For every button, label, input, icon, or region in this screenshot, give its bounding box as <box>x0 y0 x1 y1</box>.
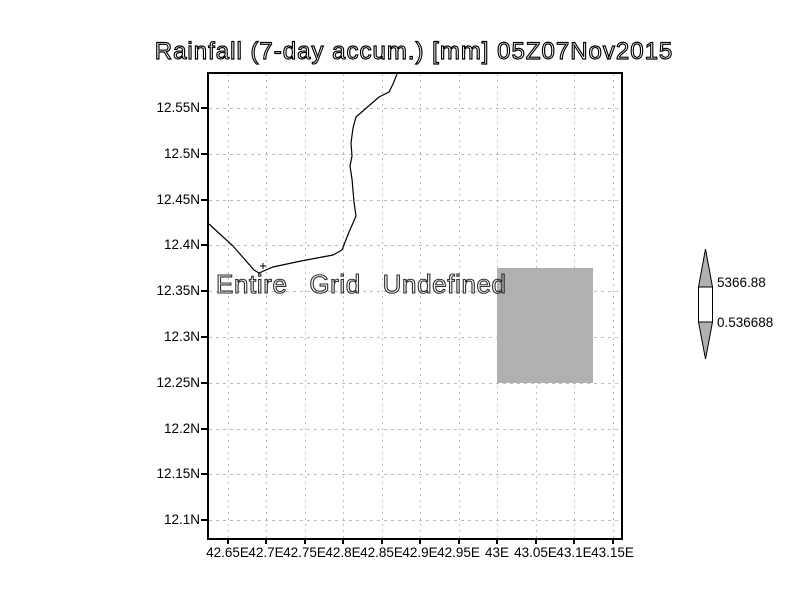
colorbar <box>697 248 714 360</box>
x-tick-label: 42.65E <box>206 545 249 560</box>
x-tick-label: 42.7E <box>248 545 284 560</box>
coastline-path <box>209 74 398 274</box>
y-tick-label: 12.2N <box>163 420 200 436</box>
x-tick-label: 43.15E <box>591 545 634 560</box>
y-tick-mark <box>201 519 208 522</box>
gridline-horizontal <box>209 520 621 522</box>
y-tick-mark <box>201 336 208 338</box>
colorbar-down-arrow-icon <box>697 321 714 360</box>
x-tick-label: 43.05E <box>514 545 557 560</box>
y-tick-label: 12.3N <box>163 329 200 344</box>
y-tick-label: 12.4N <box>163 237 200 253</box>
x-tick-mark <box>457 538 460 544</box>
gridline-horizontal <box>209 199 621 201</box>
gridline-horizontal <box>209 245 621 247</box>
x-tick-mark <box>342 538 344 544</box>
y-tick-label: 12.25N <box>156 374 200 390</box>
y-tick-label: 12.55N <box>156 100 200 115</box>
undefined-region-shade <box>497 268 594 383</box>
y-tick-mark <box>201 198 208 201</box>
y-tick-mark <box>201 244 208 247</box>
x-tick-label: 42.9E <box>402 545 438 560</box>
colorbar-min-label: 0.536688 <box>717 315 774 330</box>
y-tick-mark <box>201 290 208 293</box>
plot-inner: Entire Grid Undefined <box>209 74 621 538</box>
y-tick-label: 12.45N <box>156 191 200 207</box>
island-marker-icon <box>260 263 266 269</box>
gridline-horizontal <box>209 108 621 109</box>
gridline-horizontal <box>209 474 621 476</box>
colorbar-max-label: 5366.88 <box>717 275 766 290</box>
gridline-horizontal <box>209 337 621 338</box>
x-tick-mark <box>573 538 575 544</box>
y-tick-label: 12.1N <box>163 512 200 528</box>
x-tick-mark <box>611 538 614 544</box>
y-tick-mark <box>201 107 208 109</box>
y-tick-mark <box>201 473 208 476</box>
x-tick-mark <box>265 538 267 544</box>
gridline-vertical <box>458 74 460 538</box>
x-tick-label: 42.95E <box>437 545 480 560</box>
x-tick-label: 42.8E <box>325 545 361 560</box>
colorbar-box <box>698 286 713 323</box>
x-tick-mark <box>496 538 498 544</box>
x-tick-label: 42.85E <box>360 545 403 560</box>
gridline-horizontal <box>209 382 621 384</box>
coastline-svg <box>209 74 398 274</box>
gridline-vertical <box>420 74 421 538</box>
plot-area: Entire Grid Undefined <box>207 72 623 540</box>
x-tick-label: 43.1E <box>556 545 592 560</box>
y-tick-label: 12.5N <box>163 145 200 161</box>
y-tick-label: 12.15N <box>156 466 200 482</box>
gridline-vertical <box>266 74 267 538</box>
y-tick-mark <box>201 427 208 430</box>
x-tick-mark <box>534 538 537 544</box>
gridline-horizontal <box>209 428 621 430</box>
gridline-horizontal <box>209 291 621 293</box>
x-tick-label: 42.75E <box>283 545 326 560</box>
gridline-vertical <box>343 74 344 538</box>
y-tick-mark <box>201 152 208 155</box>
x-tick-mark <box>380 538 383 544</box>
y-tick-label: 12.35N <box>156 283 200 299</box>
gridline-horizontal <box>209 153 621 155</box>
x-tick-mark <box>419 538 421 544</box>
gridline-vertical <box>227 74 229 538</box>
colorbar-up-arrow-icon <box>697 248 714 288</box>
x-tick-label: 43E <box>484 545 510 560</box>
x-tick-mark <box>303 538 306 544</box>
y-tick-mark <box>201 381 208 384</box>
x-tick-mark <box>226 538 229 544</box>
gridline-vertical <box>304 74 306 538</box>
undefined-grid-message: Entire Grid Undefined <box>215 268 507 299</box>
gridline-vertical <box>612 74 614 538</box>
plot-title: Rainfall (7-day accum.) [mm] 05Z07Nov201… <box>154 37 674 65</box>
gridline-vertical <box>381 74 383 538</box>
